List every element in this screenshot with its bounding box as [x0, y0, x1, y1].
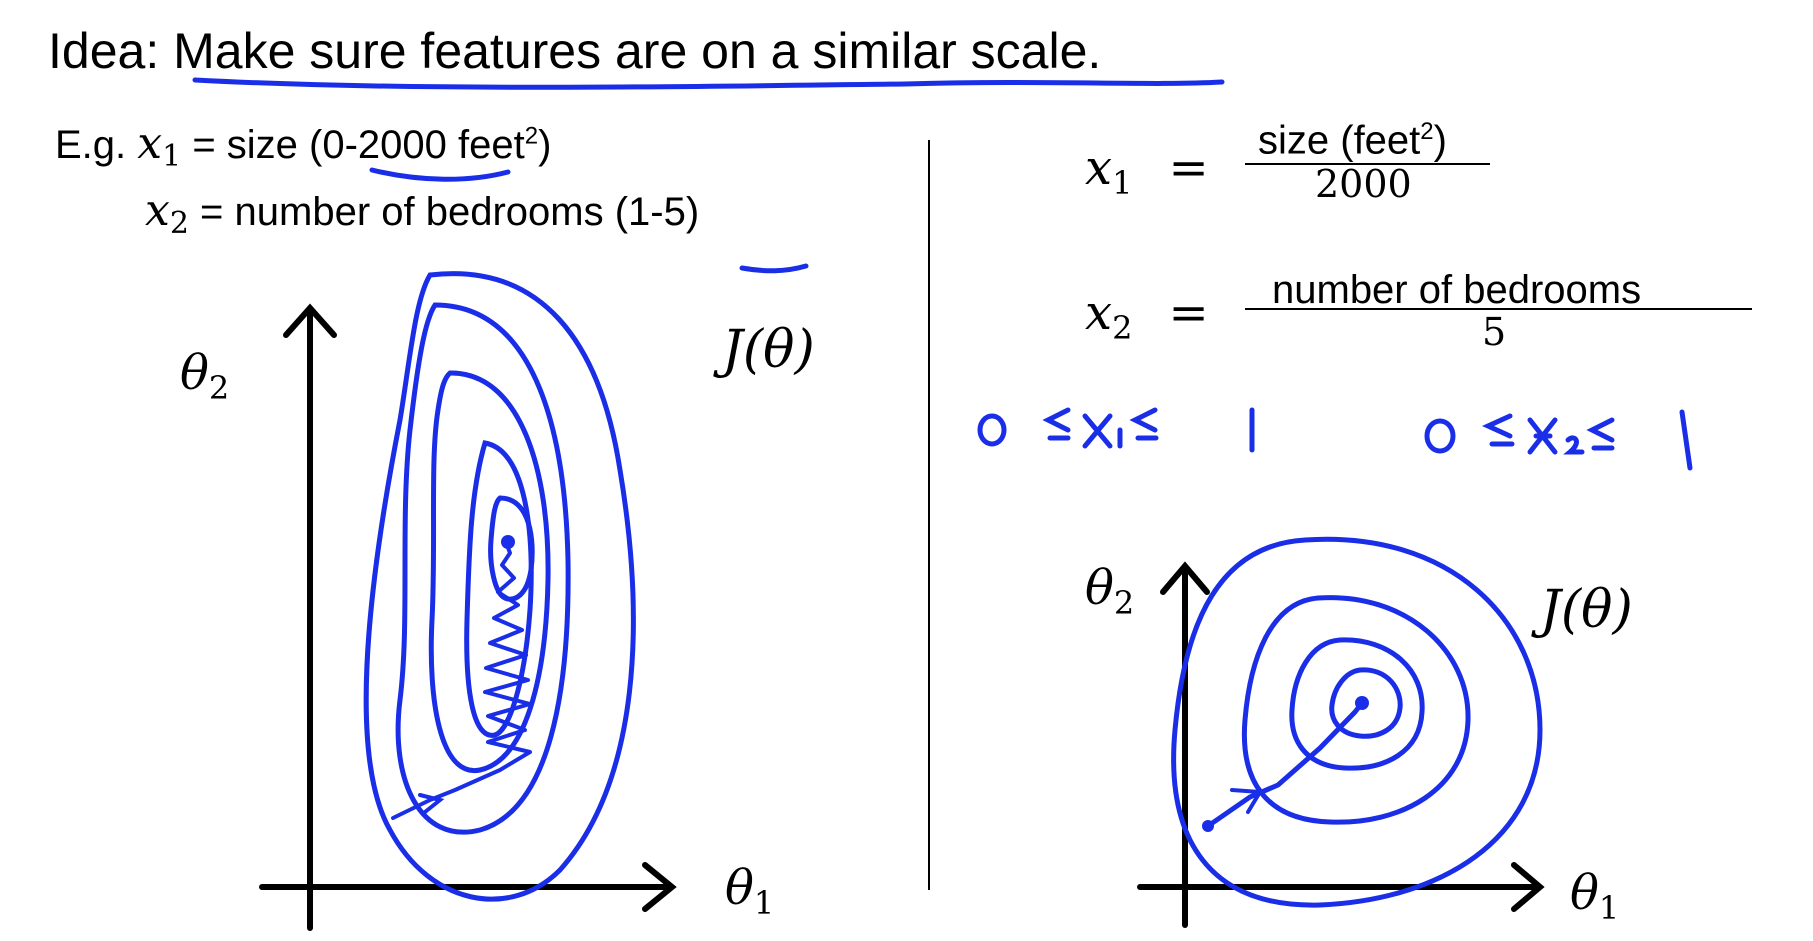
scale-x1-var: x: [1085, 140, 1113, 196]
x2-text-before: = number of bedrooms (: [188, 190, 629, 234]
right-descent-arrowhead: [1230, 788, 1264, 814]
right-theta1-sub: 1: [1598, 889, 1620, 927]
right-y-axis-label: θ2: [1085, 560, 1134, 622]
example-x2-line: x2 = number of bedrooms (1-5): [145, 185, 699, 241]
x1-close: ): [538, 123, 552, 167]
left-theta1-symbol: θ: [725, 860, 754, 916]
x1-sup: 2: [524, 122, 539, 150]
right-theta2-symbol: θ: [1085, 560, 1114, 616]
scaling-x2-lhs: x2 =: [1085, 285, 1209, 347]
scale-x2-numerator: number of bedrooms: [1272, 268, 1642, 312]
scale-x2-var: x: [1085, 285, 1113, 341]
left-plot-contours: [363, 271, 636, 902]
left-contour-5: [488, 495, 535, 602]
scaling-x1-lhs: x1 =: [1085, 140, 1209, 202]
left-descent-path: [391, 543, 532, 820]
right-plot-contours: [1171, 536, 1543, 908]
x1-text-after: feet: [446, 123, 525, 167]
right-start-dot: [1202, 820, 1214, 832]
x2-close: ): [685, 190, 700, 234]
left-contour-1: [363, 271, 636, 902]
left-theta2-symbol: θ: [180, 345, 209, 401]
left-contour-3: [428, 370, 551, 773]
x1-var: x: [137, 118, 163, 169]
left-plot-axes: [259, 303, 677, 931]
left-contour-2: [395, 302, 571, 835]
left-minimum-dot: [501, 535, 515, 549]
x1-text-before: = size (: [181, 123, 323, 167]
right-contour-2: [1241, 595, 1471, 825]
scale-x2-sub: 2: [1112, 309, 1133, 347]
x2-var: x: [145, 185, 170, 236]
right-x-axis-label: θ1: [1570, 865, 1619, 927]
left-x-axis-label: θ1: [725, 860, 774, 922]
scale-x1-sub: 1: [1112, 164, 1133, 202]
scale-x2-eq: =: [1168, 285, 1209, 341]
title-emphasis: Make sure features are on a similar scal…: [173, 23, 1088, 79]
right-descent-path: [1205, 700, 1365, 829]
title-prefix: Idea:: [48, 23, 174, 79]
right-plot-axes: [1137, 561, 1545, 928]
right-contour-1: [1171, 536, 1543, 908]
scale-x2-denominator: 5: [1482, 310, 1507, 354]
example-lead: E.g.: [55, 123, 127, 167]
x2-sub: 2: [169, 206, 189, 241]
scale-x1-denominator: 2000: [1315, 162, 1412, 206]
left-theta1-sub: 1: [753, 884, 775, 922]
right-contour-3: [1289, 637, 1425, 771]
left-descent-arrowhead: [418, 793, 445, 814]
title-underline-stroke: [192, 77, 1225, 90]
range-2000-underline-stroke: [369, 167, 511, 182]
x1-sub: 1: [162, 139, 182, 174]
handwritten-bounds-left: [977, 407, 1255, 453]
x2-range: 1-5: [628, 190, 686, 234]
scale-x1-eq: =: [1168, 140, 1209, 196]
left-theta2-sub: 2: [208, 369, 230, 407]
title-suffix: .: [1087, 23, 1102, 79]
right-contour-4: [1329, 667, 1403, 739]
left-cost-label: J(θ): [722, 320, 815, 380]
right-cost-label: J(θ): [1540, 580, 1633, 640]
right-theta2-sub: 2: [1113, 584, 1135, 622]
example-x1-line: E.g. x1 = size (0-2000 feet2): [55, 118, 551, 174]
scale-x1-numerator: size (feet2): [1258, 118, 1447, 163]
range-1-5-underline-stroke: [739, 263, 809, 274]
slide-title: Idea: Make sure features are on a simila…: [48, 22, 1101, 80]
x1-range: 0-2000: [322, 123, 447, 167]
right-theta1-symbol: θ: [1570, 865, 1599, 921]
left-y-axis-label: θ2: [180, 345, 229, 407]
handwritten-bounds-right: [1424, 409, 1693, 471]
